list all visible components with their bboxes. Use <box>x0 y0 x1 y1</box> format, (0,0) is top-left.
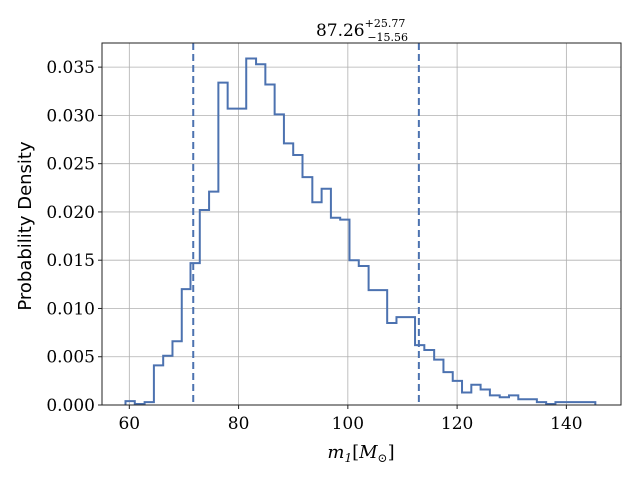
y-tick-label: 0.020 <box>46 203 95 223</box>
title-upper-error: +25.77 <box>365 17 406 30</box>
y-tick-label: 0.005 <box>46 348 95 368</box>
title-value: 87.26 <box>316 21 365 41</box>
xlabel-unit-sub: ⊙ <box>378 451 388 465</box>
x-tick-label: 80 <box>228 414 250 434</box>
x-tick-label: 100 <box>332 414 364 434</box>
x-tick-label: 120 <box>441 414 473 434</box>
xlabel-unit: M <box>358 442 378 463</box>
histogram-step-line <box>124 57 597 406</box>
plot-frame <box>101 42 622 406</box>
title-lower-error: −15.56 <box>367 31 408 44</box>
x-axis-label: m1[M⊙] <box>327 442 394 465</box>
y-tick-label: 0.025 <box>46 155 95 175</box>
y-tick-label: 0.000 <box>46 396 95 416</box>
credible-interval-lines <box>192 43 420 405</box>
y-axis-label: Probability Density <box>15 141 36 311</box>
grid <box>102 43 621 406</box>
x-axis-ticks: 60 80 100 120 140 <box>118 405 583 434</box>
y-tick-label: 0.035 <box>46 58 95 78</box>
y-tick-label: 0.030 <box>46 106 95 126</box>
y-axis-ticks: 0.000 0.005 0.010 0.015 0.020 0.025 0.030 0.035 <box>46 58 102 416</box>
chart-title: 87.26+25.77 −15.56 <box>316 17 408 44</box>
histogram-plot <box>124 57 597 406</box>
xlabel-bracket-close: ] <box>388 442 395 463</box>
y-tick-label: 0.015 <box>46 251 95 271</box>
xlabel-bracket-open: [ <box>352 442 359 463</box>
x-tick-label: 140 <box>550 414 582 434</box>
xlabel-main: m <box>327 442 344 463</box>
xlabel-sub: 1 <box>344 451 352 465</box>
y-tick-label: 0.010 <box>46 299 95 319</box>
x-tick-label: 60 <box>118 414 140 434</box>
